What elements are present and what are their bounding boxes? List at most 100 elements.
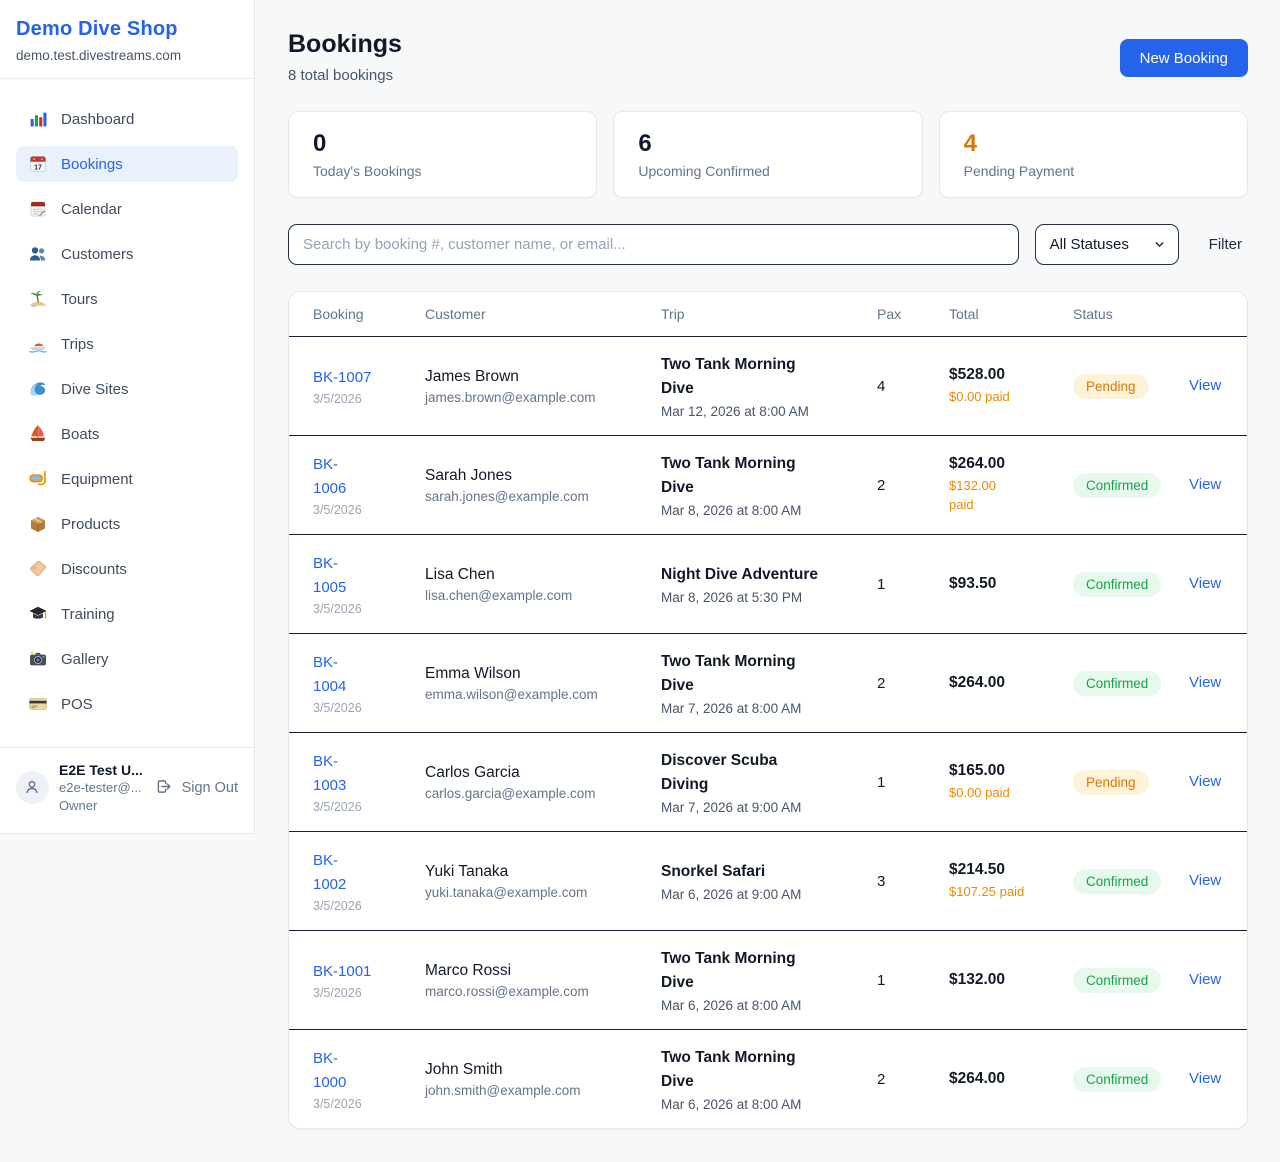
stat-value: 6 bbox=[638, 130, 652, 157]
search-input[interactable] bbox=[288, 224, 1019, 265]
sidebar-item-tours[interactable]: Tours bbox=[16, 281, 238, 317]
trip-datetime: Mar 6, 2026 at 8:00 AM bbox=[661, 1096, 802, 1112]
table-header-row: Booking Customer Trip Pax Total Status bbox=[289, 292, 1247, 336]
view-link[interactable]: View bbox=[1189, 377, 1222, 394]
trip-datetime: Mar 8, 2026 at 5:30 PM bbox=[661, 590, 803, 606]
diving-mask-icon bbox=[28, 469, 48, 489]
camera-icon bbox=[28, 649, 48, 669]
booking-date: 3/5/2026 bbox=[313, 986, 362, 1001]
booking-id-link[interactable]: BK- 1006 bbox=[313, 456, 347, 497]
trip-name: Discover Scuba Diving bbox=[661, 752, 778, 793]
stat-card: 0 Today's Bookings bbox=[288, 111, 598, 198]
stat-value: 0 bbox=[313, 130, 327, 157]
trip-datetime: Mar 12, 2026 at 8:00 AM bbox=[661, 403, 809, 419]
sidebar-item-bookings[interactable]: 17 Bookings bbox=[16, 146, 238, 182]
booking-id-link[interactable]: BK- 1000 bbox=[313, 1050, 347, 1091]
customer-name: Emma Wilson bbox=[425, 664, 521, 682]
booking-id-link[interactable]: BK-1007 bbox=[313, 368, 372, 386]
status-badge: Confirmed bbox=[1073, 1066, 1162, 1092]
booking-date: 3/5/2026 bbox=[313, 700, 362, 715]
total-amount: $264.00 bbox=[949, 1070, 1006, 1087]
status-filter-value: All Statuses bbox=[1049, 236, 1129, 253]
sidebar-item-trips[interactable]: Trips bbox=[16, 326, 238, 362]
credit-card-icon bbox=[28, 694, 48, 714]
total-amount: $264.00 bbox=[949, 455, 1006, 473]
paid-amount: $107.25 paid bbox=[949, 883, 1025, 899]
sidebar-item-label: Trips bbox=[61, 335, 94, 353]
view-link[interactable]: View bbox=[1189, 674, 1222, 691]
stat-label: Today's Bookings bbox=[313, 163, 422, 179]
sidebar-item-customers[interactable]: Customers bbox=[16, 236, 238, 272]
page-subtitle: 8 total bookings bbox=[288, 67, 394, 84]
page-header: Bookings 8 total bookings New Booking bbox=[288, 30, 1248, 84]
sidebar-item-label: Training bbox=[61, 605, 115, 623]
status-badge: Confirmed bbox=[1073, 670, 1162, 696]
table-row: BK-1001 3/5/2026 Marco Rossi marco.rossi… bbox=[289, 930, 1247, 1029]
sidebar-item-pos[interactable]: POS bbox=[16, 686, 238, 722]
filter-button[interactable]: Filter bbox=[1203, 236, 1248, 253]
total-amount: $214.50 bbox=[949, 860, 1006, 878]
booking-date: 3/5/2026 bbox=[313, 898, 362, 913]
sidebar-item-boats[interactable]: Boats bbox=[16, 416, 238, 452]
booking-id-link[interactable]: BK- 1003 bbox=[313, 753, 347, 794]
view-link[interactable]: View bbox=[1189, 872, 1222, 889]
customer-email: yuki.tanaka@example.com bbox=[425, 884, 588, 900]
sidebar-item-calendar[interactable]: Calendar bbox=[16, 191, 238, 227]
sidebar-item-training[interactable]: Training bbox=[16, 596, 238, 632]
view-link[interactable]: View bbox=[1189, 575, 1222, 592]
customer-email: carlos.garcia@example.com bbox=[425, 785, 596, 801]
pax-count: 2 bbox=[877, 1070, 886, 1088]
sidebar-item-gallery[interactable]: Gallery bbox=[16, 641, 238, 677]
pax-count: 3 bbox=[877, 872, 886, 890]
sidebar-item-dive-sites[interactable]: Dive Sites bbox=[16, 371, 238, 407]
stat-label: Upcoming Confirmed bbox=[638, 163, 770, 179]
table-row: BK- 1000 3/5/2026 John Smith john.smith@… bbox=[289, 1029, 1247, 1128]
booking-id-link[interactable]: BK- 1002 bbox=[313, 852, 347, 893]
pax-count: 2 bbox=[877, 476, 886, 494]
table-body: BK-1007 3/5/2026 James Brown james.brown… bbox=[289, 336, 1247, 1128]
sidebar-item-products[interactable]: Products bbox=[16, 506, 238, 542]
pax-count: 1 bbox=[877, 575, 886, 593]
customer-email: james.brown@example.com bbox=[425, 389, 596, 405]
trip-name: Two Tank Morning Dive bbox=[661, 356, 796, 397]
user-info: E2E Test U... e2e-tester@... Owner bbox=[59, 761, 143, 815]
wave-icon bbox=[28, 379, 48, 399]
sidebar-item-equipment[interactable]: Equipment bbox=[16, 461, 238, 497]
booking-date: 3/5/2026 bbox=[313, 502, 362, 517]
filter-row: All Statuses Filter bbox=[288, 224, 1248, 265]
table-row: BK- 1006 3/5/2026 Sarah Jones sarah.jone… bbox=[289, 435, 1247, 534]
sidebar-item-label: Bookings bbox=[61, 155, 123, 173]
col-header-customer: Customer bbox=[425, 306, 486, 322]
total-amount: $165.00 bbox=[949, 761, 1006, 779]
sidebar-item-discounts[interactable]: Discounts bbox=[16, 551, 238, 587]
sign-out-button[interactable]: Sign Out bbox=[155, 778, 238, 798]
new-booking-button[interactable]: New Booking bbox=[1119, 39, 1248, 77]
booking-id-link[interactable]: BK- 1005 bbox=[313, 555, 347, 596]
pax-count: 1 bbox=[877, 773, 886, 791]
booking-id-link[interactable]: BK-1001 bbox=[313, 962, 372, 980]
view-link[interactable]: View bbox=[1189, 476, 1222, 493]
view-link[interactable]: View bbox=[1189, 773, 1222, 790]
status-filter-select[interactable]: All Statuses bbox=[1034, 224, 1179, 265]
calendar-date-icon: 17 bbox=[28, 154, 48, 174]
trip-name: Two Tank Morning Dive bbox=[661, 455, 796, 496]
paid-amount: $0.00 paid bbox=[949, 784, 1010, 800]
graduation-cap-icon bbox=[28, 604, 48, 624]
stat-value: 4 bbox=[963, 130, 978, 157]
sidebar-item-dashboard[interactable]: Dashboard bbox=[16, 101, 238, 137]
trip-name: Two Tank Morning Dive bbox=[661, 653, 796, 694]
customer-name: Yuki Tanaka bbox=[425, 862, 509, 880]
view-link[interactable]: View bbox=[1189, 1070, 1222, 1087]
sidebar-item-label: Products bbox=[61, 515, 121, 533]
trip-name: Night Dive Adventure bbox=[661, 565, 819, 583]
trip-datetime: Mar 6, 2026 at 9:00 AM bbox=[661, 887, 802, 903]
booking-date: 3/5/2026 bbox=[313, 1096, 362, 1111]
customer-name: John Smith bbox=[425, 1060, 503, 1078]
status-badge: Confirmed bbox=[1073, 967, 1162, 993]
view-link[interactable]: View bbox=[1189, 971, 1222, 988]
sidebar-item-label: Equipment bbox=[61, 470, 133, 488]
status-badge: Confirmed bbox=[1073, 571, 1162, 597]
customer-email: john.smith@example.com bbox=[425, 1082, 581, 1098]
booking-id-link[interactable]: BK- 1004 bbox=[313, 654, 347, 695]
col-header-trip: Trip bbox=[661, 306, 685, 322]
